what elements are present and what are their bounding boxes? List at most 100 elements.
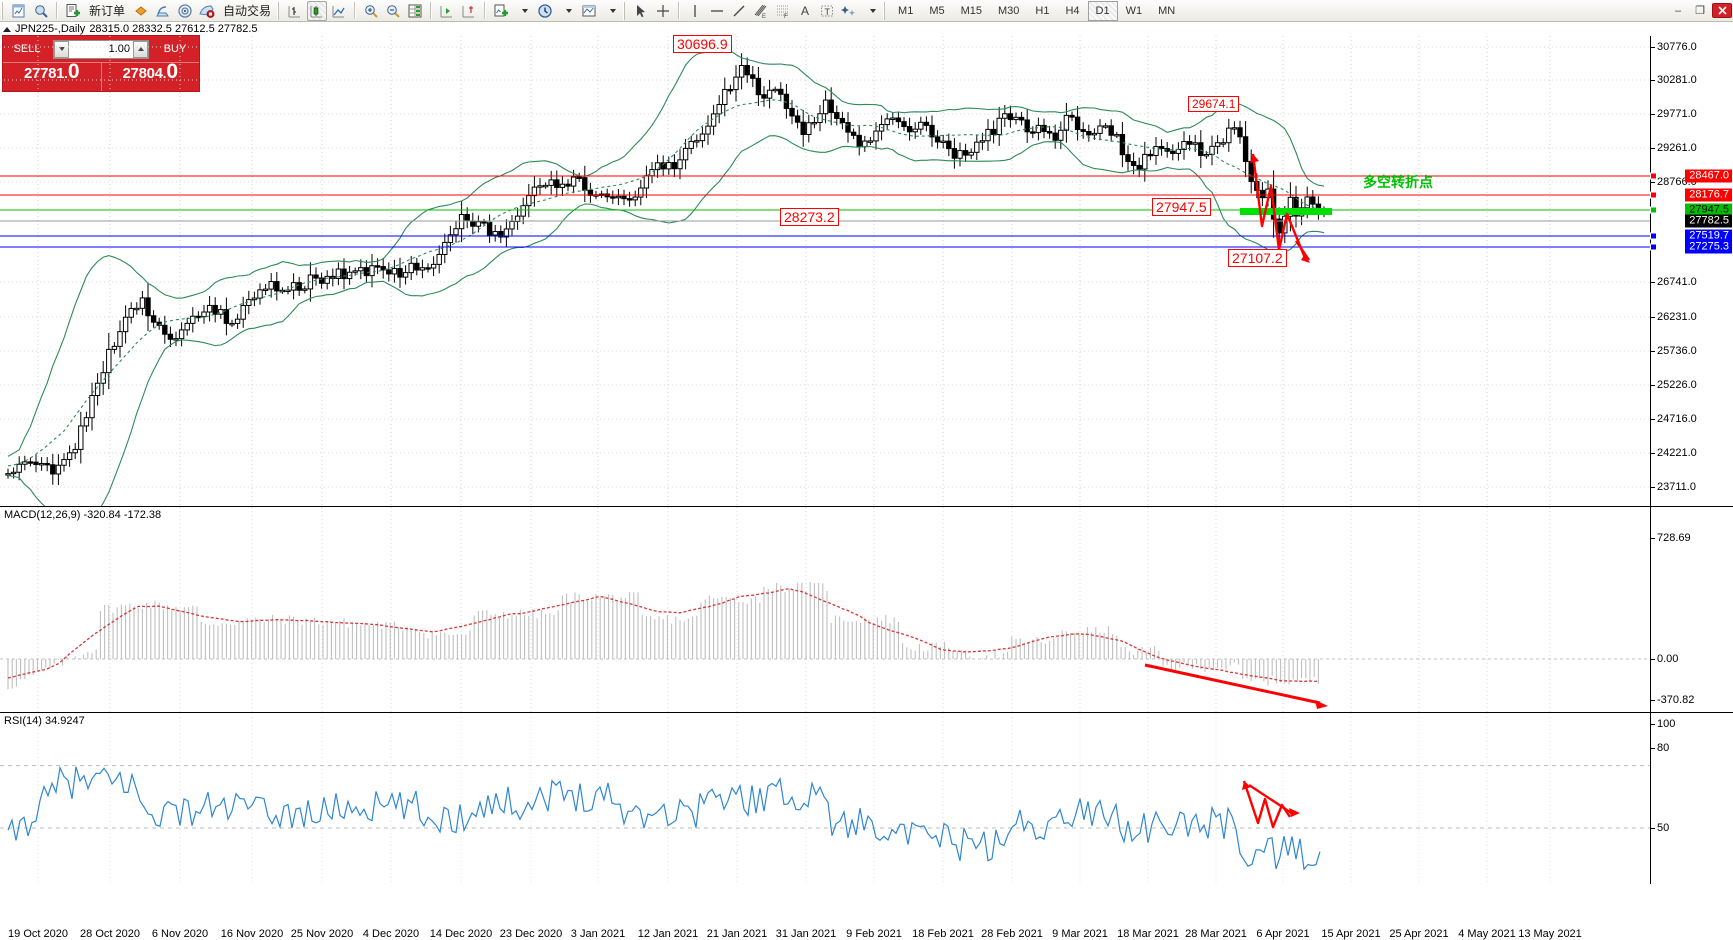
new-order-button[interactable]: 新订单	[89, 4, 126, 18]
price-chip-handle[interactable]	[1650, 172, 1657, 180]
equidistant-channel-icon[interactable]: E	[751, 1, 771, 21]
buy-price-decimal: 0	[166, 60, 179, 83]
data-window-icon[interactable]	[405, 1, 425, 21]
volume-decrease-button[interactable]	[54, 40, 69, 58]
window-restore-icon[interactable]: ❐	[1695, 5, 1705, 17]
price-pane[interactable]: 30776.0 30281.0 29771.0 29261.0 28766.0 26741…	[0, 36, 1733, 506]
price-chip-28176[interactable]: 28176.7	[1685, 188, 1732, 202]
sell-button[interactable]: SELL	[13, 43, 41, 55]
macd-plot-area[interactable]	[0, 507, 1650, 712]
toolbar-grip-2[interactable]	[277, 1, 282, 20]
orange-diamond-icon[interactable]	[131, 1, 151, 21]
new-order-icon[interactable]	[63, 1, 83, 21]
templates-icon[interactable]	[579, 1, 599, 21]
price-axis-label: 29261.0	[1657, 142, 1697, 154]
price-axis-tick	[1651, 148, 1655, 149]
tab-timeframe-w1[interactable]: W1	[1125, 4, 1143, 17]
price-axis[interactable]: 30776.0 30281.0 29771.0 29261.0 28766.0 26741…	[1650, 36, 1733, 506]
tab-timeframe-m1[interactable]: M1	[898, 4, 914, 17]
toolbar-grip-3[interactable]	[623, 1, 628, 20]
time-axis-label: 3 Jan 2021	[570, 928, 626, 940]
price-chip-handle[interactable]	[1650, 206, 1657, 214]
volume-increase-button[interactable]	[133, 40, 148, 58]
zoom-out-icon[interactable]	[383, 1, 403, 21]
volume-input[interactable]: 1.00	[108, 43, 130, 55]
metaeditor-icon[interactable]	[153, 1, 173, 21]
vertical-line-icon[interactable]	[685, 1, 705, 21]
macd-axis[interactable]: 728.69 0.00 -370.82	[1650, 507, 1733, 712]
time-axis-label: 15 Apr 2021	[1321, 928, 1381, 940]
new-chart-icon[interactable]	[9, 1, 29, 21]
fibonacci-icon[interactable]: F	[773, 1, 793, 21]
cursor-icon[interactable]	[631, 1, 651, 21]
toolbar-grip-4[interactable]	[883, 1, 888, 20]
price-axis-tick	[1651, 487, 1655, 488]
price-chip-27947[interactable]: 27947.5	[1685, 203, 1732, 217]
tab-timeframe-mn[interactable]: MN	[1158, 4, 1176, 17]
objects-dropdown-icon[interactable]	[861, 1, 881, 21]
indicators-icon[interactable]	[491, 1, 511, 21]
price-chip-handle[interactable]	[1650, 232, 1657, 240]
time-axis-label: 13 May 2021	[1518, 928, 1582, 940]
crosshair-icon[interactable]	[653, 1, 673, 21]
main-toolbar[interactable]: 新订单 自动交易	[0, 0, 1733, 22]
toolbar-separator	[56, 2, 58, 19]
window-close-icon[interactable]	[1712, 3, 1732, 18]
macd-axis-label: -370.82	[1657, 694, 1695, 706]
rsi-axis-tick	[1651, 828, 1655, 829]
rsi-plot-area[interactable]	[0, 713, 1650, 884]
trendline-icon[interactable]	[729, 1, 749, 21]
signals-icon[interactable]	[175, 1, 195, 21]
autotrading-icon[interactable]	[197, 1, 217, 21]
templates-dropdown-icon[interactable]	[601, 1, 621, 21]
rsi-pane[interactable]: RSI(14) 34.9247 100 80 50	[0, 712, 1733, 884]
price-axis-label: 26741.0	[1657, 276, 1697, 288]
indicators-dropdown-icon[interactable]	[513, 1, 533, 21]
price-plot-area[interactable]	[0, 36, 1650, 506]
volume-stepper[interactable]: 1.00	[53, 39, 149, 59]
bar-chart-icon[interactable]	[285, 1, 305, 21]
chart-shift-icon[interactable]	[459, 1, 479, 21]
price-chip-27519[interactable]: 27519.7	[1685, 229, 1732, 243]
line-chart-icon[interactable]	[329, 1, 349, 21]
window-minimize-icon[interactable]: –	[1674, 4, 1682, 17]
collapse-triangle-icon[interactable]	[3, 26, 11, 32]
price-chip-27782[interactable]: 27782.5	[1685, 214, 1732, 228]
tab-timeframe-h4[interactable]: H4	[1065, 4, 1080, 17]
price-chip-handle[interactable]	[1650, 243, 1657, 251]
autotrading-button[interactable]: 自动交易	[223, 4, 272, 18]
candlestick-chart-icon[interactable]	[307, 0, 328, 21]
horizontal-line-icon[interactable]	[707, 1, 727, 21]
price-chip-27275[interactable]: 27275.3	[1685, 240, 1732, 254]
tab-timeframe-m15[interactable]: M15	[960, 4, 982, 17]
periods-icon[interactable]	[535, 1, 555, 21]
tab-timeframe-h1[interactable]: H1	[1035, 4, 1050, 17]
tab-timeframe-d1[interactable]: D1	[1087, 0, 1118, 21]
time-axis-label: 23 Dec 2020	[499, 928, 563, 940]
buy-price[interactable]: 27804 . 0	[100, 60, 199, 91]
price-axis-tick	[1651, 385, 1655, 386]
time-axis-label: 25 Apr 2021	[1389, 928, 1449, 940]
toolbar-separator-4	[484, 2, 487, 19]
time-axis: 19 Oct 2020 28 Oct 2020 6 Nov 2020 16 Nov 2…	[0, 928, 1733, 940]
rsi-axis[interactable]: 100 80 50	[1650, 713, 1733, 884]
one-click-trading-panel[interactable]: SELL 1.00 BUY 27781 . 0 27804 . 0	[2, 35, 200, 92]
macd-pane[interactable]: MACD(12,26,9) -320.84 -172.38 728.69 0.00…	[0, 506, 1733, 712]
svg-text:T: T	[825, 7, 831, 17]
zoom-in-icon[interactable]	[361, 1, 381, 21]
text-icon[interactable]: A	[801, 3, 810, 18]
objects-icon[interactable]	[839, 1, 859, 21]
price-axis-label: 29771.0	[1657, 108, 1697, 120]
price-chip-handle[interactable]	[1650, 191, 1657, 199]
text-label-icon[interactable]: T	[817, 1, 837, 21]
tab-timeframe-m5[interactable]: M5	[929, 4, 945, 17]
toolbar-grip[interactable]	[1, 1, 5, 20]
sell-price[interactable]: 27781 . 0	[3, 61, 101, 91]
periods-dropdown-icon[interactable]	[557, 1, 577, 21]
buy-button[interactable]: BUY	[163, 43, 187, 55]
magnifier-icon[interactable]	[31, 1, 51, 21]
auto-scroll-icon[interactable]	[437, 1, 457, 21]
price-axis-label: 30776.0	[1657, 41, 1697, 53]
tab-timeframe-m30[interactable]: M30	[998, 4, 1020, 17]
price-chip-28467[interactable]: 28467.0	[1685, 169, 1732, 183]
